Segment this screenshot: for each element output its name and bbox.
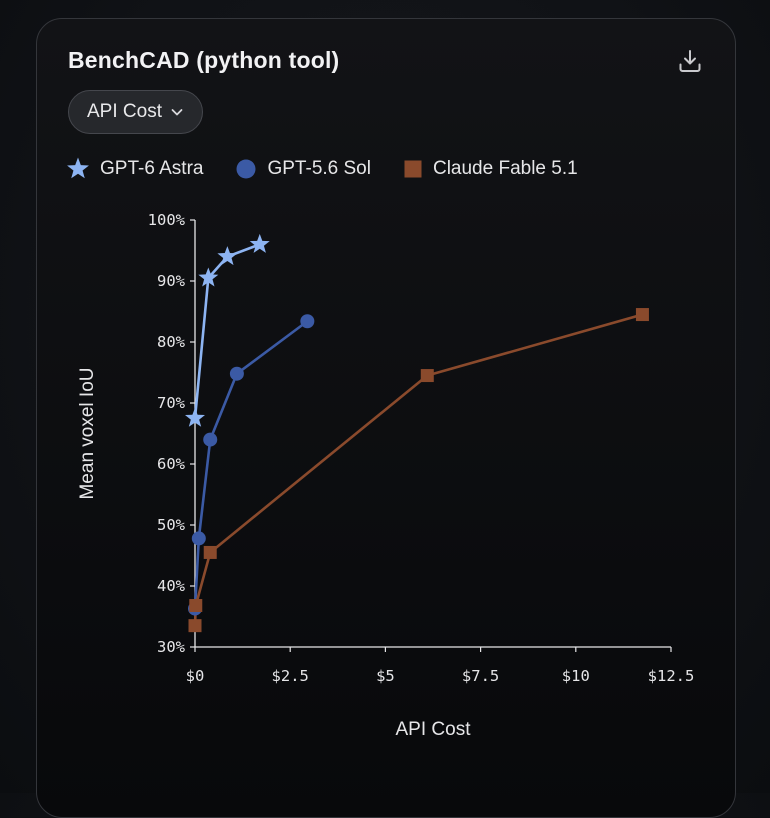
data-point-square [188,619,202,633]
download-button[interactable] [675,46,705,76]
x-tick-label: $7.5 [462,667,499,685]
legend-item-gpt6-astra[interactable]: GPT-6 Astra [66,157,203,181]
y-tick-label: 90% [157,272,186,290]
chart-markers [185,233,649,633]
data-point-square [203,545,217,559]
x-tick-label: $2.5 [272,667,309,685]
square-marker-icon [403,159,423,179]
dropdown-label: API Cost [87,101,162,122]
x-axis-title: API Cost [396,719,472,740]
data-point-square [635,308,649,322]
data-point-star [198,267,219,287]
legend-item-claude-fable[interactable]: Claude Fable 5.1 [403,158,578,180]
data-point-star [249,233,270,253]
y-tick-label: 40% [157,577,186,595]
data-point-circle [300,314,315,329]
legend-label: GPT-5.6 Sol [267,158,371,179]
y-tick-label: 60% [157,455,186,473]
star-marker-icon [66,157,90,181]
legend-item-gpt56-sol[interactable]: GPT-5.6 Sol [235,158,371,180]
series-line-0 [193,243,262,420]
line-chart: 30% 40% 50% 60% 70% 80% 90% 100% $0 $2.5 $5 $7.5 $10… [77,211,695,740]
y-tick-label: 100% [148,211,186,229]
x-tick-label: $0 [186,667,205,685]
legend-label: Claude Fable 5.1 [432,158,578,179]
data-point-circle [191,531,206,546]
data-point-square [420,369,434,383]
y-axis-title: Mean voxel IoU [77,367,98,499]
y-tick-label: 50% [157,516,186,534]
chart-title: BenchCAD (python tool) [68,47,340,73]
data-point-circle [203,432,218,447]
data-point-circle [229,366,244,381]
data-point-square [189,599,203,613]
x-tick-label: $5 [376,667,395,685]
chart-legend: GPT-6 Astra GPT-5.6 Sol Claude Fable 5.1 [66,157,610,181]
chart-series-lines [193,243,644,627]
circle-marker-icon [235,158,257,180]
chart-axes: 30% 40% 50% 60% 70% 80% 90% 100% $0 $2.5 $5 $7.5 $10… [148,211,695,685]
series-line-1 [193,319,309,610]
series-line-2 [193,313,644,627]
metric-dropdown[interactable]: API Cost [68,90,203,134]
chevron-down-icon [171,109,183,116]
chart-card: BenchCAD (python tool) API Cost GPT-6 As… [36,18,736,818]
y-tick-label: 70% [157,394,186,412]
data-point-star [217,246,238,266]
y-tick-label: 80% [157,333,186,351]
x-tick-label: $10 [562,667,590,685]
download-icon [679,50,701,72]
data-point-star [185,407,205,427]
legend-label: GPT-6 Astra [100,158,204,179]
x-tick-label: $12.5 [648,667,695,685]
y-tick-label: 30% [157,638,186,656]
